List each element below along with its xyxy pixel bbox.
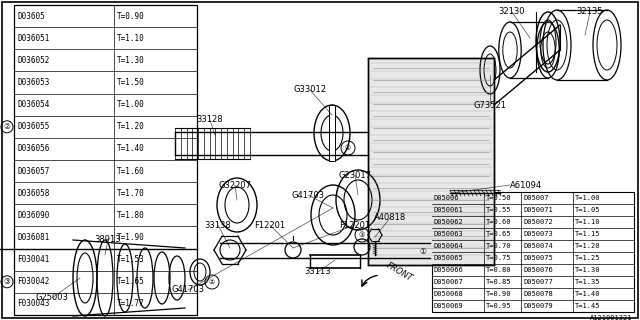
Text: T=1.45: T=1.45 [575,303,600,309]
Text: ③: ③ [359,232,365,238]
Text: T=1.40: T=1.40 [117,144,145,153]
Text: 38913: 38913 [95,236,122,244]
Text: T=0.90: T=0.90 [117,12,145,20]
Text: T=0.65: T=0.65 [486,231,511,237]
Text: D05007: D05007 [523,195,548,201]
Text: T=1.53: T=1.53 [117,255,145,264]
Bar [432,192,634,312]
Text: 32135: 32135 [577,7,604,17]
Text: D050074: D050074 [523,243,553,249]
Text: D036056: D036056 [17,144,49,153]
Text: T=0.80: T=0.80 [486,267,511,273]
Text: D050075: D050075 [523,255,553,261]
Text: D036054: D036054 [17,100,49,109]
Text: ③: ③ [4,277,10,286]
Text: G32207: G32207 [218,180,252,189]
Text: D036081: D036081 [17,233,49,242]
Text: G73521: G73521 [474,100,506,109]
Text: T=1.30: T=1.30 [117,56,145,65]
Bar [368,58,494,265]
Text: T=1.35: T=1.35 [575,279,600,285]
Text: 33138: 33138 [205,220,232,229]
Text: D036058: D036058 [17,189,49,198]
Text: T=0.55: T=0.55 [486,207,511,213]
Text: D050065: D050065 [434,255,464,261]
Text: T=1.25: T=1.25 [575,255,600,261]
Text: D050061: D050061 [434,207,464,213]
Text: D036053: D036053 [17,78,49,87]
Text: D036057: D036057 [17,167,49,176]
Text: T=1.10: T=1.10 [575,219,600,225]
Text: D050063: D050063 [434,231,464,237]
Text: T=1.50: T=1.50 [117,78,145,87]
Text: T=1.00: T=1.00 [117,100,145,109]
Text: T=1.30: T=1.30 [575,267,600,273]
Text: G23017: G23017 [339,171,371,180]
Text: D050066: D050066 [434,267,464,273]
Text: 32130: 32130 [499,7,525,17]
Text: T=0.95: T=0.95 [486,303,511,309]
Text: F030042: F030042 [17,277,49,286]
Text: T=1.90: T=1.90 [117,233,145,242]
Text: D050071: D050071 [523,207,553,213]
Text: T=0.50: T=0.50 [486,195,511,201]
Text: D050077: D050077 [523,279,553,285]
Text: D050072: D050072 [523,219,553,225]
Text: T=1.77: T=1.77 [117,300,145,308]
Text: T=0.70: T=0.70 [486,243,511,249]
Text: T=1.10: T=1.10 [117,34,145,43]
Text: D036051: D036051 [17,34,49,43]
Text: F12201: F12201 [339,220,371,229]
Text: 33113: 33113 [305,268,332,276]
Text: T=1.65: T=1.65 [117,277,145,286]
Text: F030043: F030043 [17,300,49,308]
Text: T=1.05: T=1.05 [575,207,600,213]
Text: D050073: D050073 [523,231,553,237]
Text: G41703: G41703 [172,285,205,294]
Text: D036055: D036055 [17,122,49,131]
Text: T=1.20: T=1.20 [117,122,145,131]
Text: D050078: D050078 [523,291,553,297]
Text: T=0.60: T=0.60 [486,219,511,225]
Text: T=1.60: T=1.60 [117,167,145,176]
Text: G41703: G41703 [291,190,324,199]
Text: T=1.00: T=1.00 [575,195,600,201]
Text: FRONT: FRONT [385,261,414,283]
Text: D050069: D050069 [434,303,464,309]
Text: D036090: D036090 [17,211,49,220]
Text: ②: ② [209,279,215,285]
Text: D05006: D05006 [434,195,460,201]
Text: G33012: G33012 [294,85,326,94]
Text: F12201: F12201 [255,220,285,229]
Text: T=0.90: T=0.90 [486,291,511,297]
Text: T=0.85: T=0.85 [486,279,511,285]
Text: G25003: G25003 [36,293,68,302]
Text: T=1.15: T=1.15 [575,231,600,237]
Text: A121001321: A121001321 [589,315,632,320]
Text: T=0.75: T=0.75 [486,255,511,261]
Text: D050079: D050079 [523,303,553,309]
Text: T=1.20: T=1.20 [575,243,600,249]
Text: D050076: D050076 [523,267,553,273]
Text: D050064: D050064 [434,243,464,249]
Bar [329,105,335,161]
Text: 33128: 33128 [196,116,223,124]
Text: ②: ② [4,122,10,131]
Text: ①: ① [420,247,426,257]
Bar [14,5,197,315]
Text: ①: ① [345,145,351,151]
Text: D03605: D03605 [17,12,45,20]
Text: A40818: A40818 [374,213,406,222]
Text: F030041: F030041 [17,255,49,264]
Text: D050062: D050062 [434,219,464,225]
Text: D036052: D036052 [17,56,49,65]
Text: A61094: A61094 [510,180,542,189]
Text: D050067: D050067 [434,279,464,285]
Text: D050068: D050068 [434,291,464,297]
Text: T=1.40: T=1.40 [575,291,600,297]
Text: T=1.80: T=1.80 [117,211,145,220]
Text: T=1.70: T=1.70 [117,189,145,198]
